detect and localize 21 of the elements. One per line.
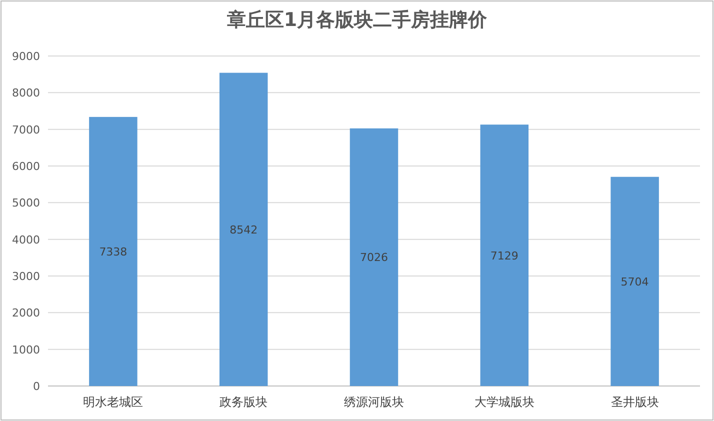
x-tick-label: 明水老城区 <box>83 395 144 409</box>
y-tick-label: 4000 <box>12 233 40 246</box>
y-tick-label: 5000 <box>12 196 40 210</box>
title: 章丘区1月各版块二手房挂牌价 <box>226 9 488 31</box>
data-label: 7026 <box>360 251 388 264</box>
data-label: 7338 <box>99 245 128 258</box>
y-tick-label: 9000 <box>12 50 40 63</box>
x-tick-label: 圣井版块 <box>610 395 659 409</box>
data-label: 8542 <box>230 223 258 236</box>
data-label: 7129 <box>490 249 518 262</box>
y-tick-label: 8000 <box>12 86 40 100</box>
y-tick-label: 7000 <box>12 123 40 136</box>
y-tick-label: 1000 <box>12 343 40 356</box>
data-label: 5704 <box>620 275 649 288</box>
x-tick-label: 大学城版块 <box>474 395 534 409</box>
y-tick-label: 2000 <box>12 306 40 320</box>
x-tick-label: 绣源河版块 <box>344 395 404 409</box>
y-tick-label: 0 <box>33 380 40 393</box>
x-tick-label: 政务版块 <box>220 395 268 409</box>
y-tick-label: 6000 <box>12 160 40 173</box>
y-tick-label: 3000 <box>12 270 40 283</box>
